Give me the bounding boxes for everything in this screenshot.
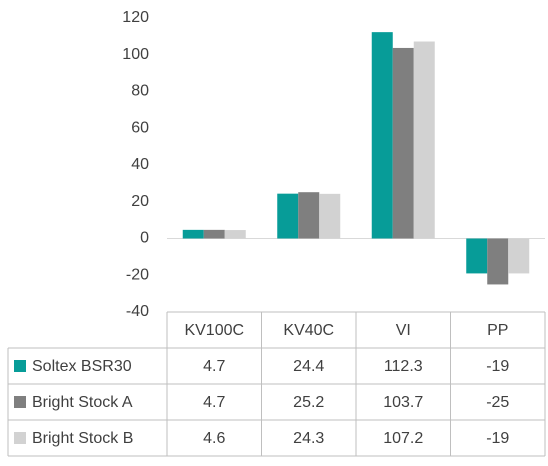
x-tick-label: VI	[396, 322, 411, 339]
y-tick-label: -40	[126, 303, 149, 320]
bar	[319, 193, 341, 239]
bar	[508, 238, 530, 274]
y-tick-label: 20	[131, 193, 149, 210]
y-tick-label: 100	[122, 46, 149, 63]
x-tick-label: KV40C	[283, 322, 334, 339]
table-value: 25.2	[293, 394, 324, 411]
table-value: -25	[486, 394, 509, 411]
y-tick-label: 120	[122, 9, 149, 26]
bar	[203, 229, 225, 239]
bar	[298, 192, 320, 239]
legend-key	[14, 396, 26, 408]
legend-label: Bright Stock B	[32, 430, 133, 447]
legend-key	[14, 432, 26, 444]
table-value: -19	[486, 430, 509, 447]
x-tick-label: KV100C	[184, 322, 244, 339]
bar	[277, 193, 299, 239]
y-tick-label: 80	[131, 83, 149, 100]
y-tick-label: 0	[140, 230, 149, 247]
y-tick-label: -20	[126, 266, 149, 283]
table-value: 4.7	[203, 394, 225, 411]
bar	[224, 230, 246, 239]
legend-key	[14, 360, 26, 372]
table-value: 103.7	[383, 394, 423, 411]
bar	[487, 238, 509, 285]
table-value: 4.6	[203, 430, 225, 447]
table-value: -19	[486, 358, 509, 375]
bar	[413, 41, 435, 239]
bar	[182, 229, 204, 239]
y-tick-label: 40	[131, 156, 149, 173]
table-value: 107.2	[383, 430, 423, 447]
y-tick-label: 60	[131, 119, 149, 136]
x-tick-label: PP	[487, 322, 508, 339]
table-value: 24.3	[293, 430, 324, 447]
legend-label: Soltex BSR30	[32, 358, 132, 375]
table-value: 24.4	[293, 358, 324, 375]
bar	[371, 32, 393, 239]
legend-label: Bright Stock A	[32, 394, 133, 411]
table-value: 112.3	[384, 358, 423, 375]
table-value: 4.7	[203, 358, 225, 375]
bar	[392, 47, 414, 239]
bar	[466, 238, 488, 274]
